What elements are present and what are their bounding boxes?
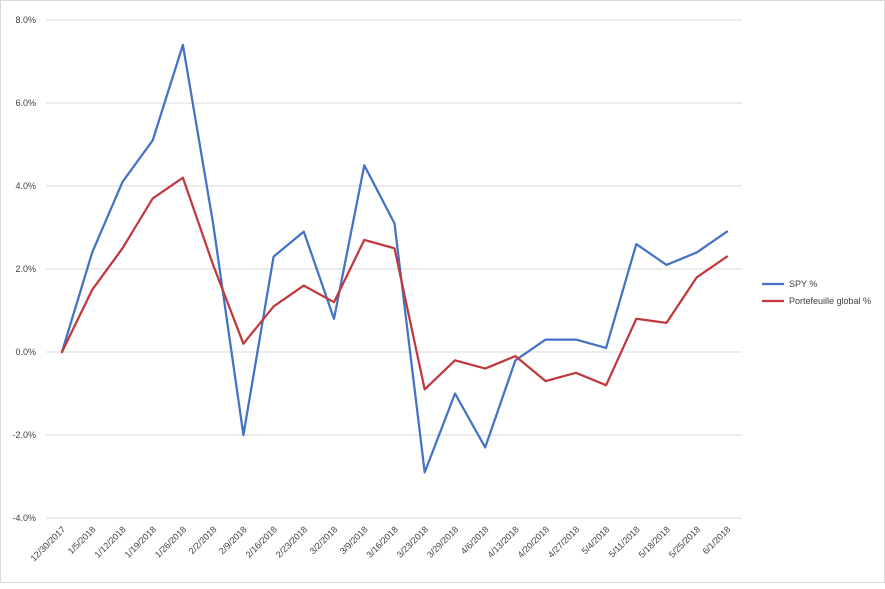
x-tick-label: 4/20/2018 [516, 524, 551, 559]
x-tick-label: 2/23/2018 [274, 524, 309, 559]
y-tick-label: 0.0% [15, 347, 36, 357]
x-tick-label: 2/16/2018 [244, 524, 279, 559]
legend: SPY % Portefeuille global % [762, 279, 871, 306]
x-tick-label: 4/27/2018 [546, 524, 581, 559]
x-tick-label: 4/13/2018 [485, 524, 520, 559]
series-line-spy [60, 43, 729, 474]
y-tick-label: 4.0% [15, 181, 36, 191]
series-lines [60, 43, 729, 474]
legend-label: Portefeuille global % [789, 296, 871, 306]
x-axis-tick-labels: 12/30/20171/5/20181/12/20181/19/20181/26… [28, 524, 732, 563]
x-tick-label: 3/16/2018 [365, 524, 400, 559]
y-tick-label: 2.0% [15, 264, 36, 274]
y-tick-label: 6.0% [15, 98, 36, 108]
x-tick-label: 1/12/2018 [92, 524, 127, 559]
x-tick-label: 6/1/2018 [701, 524, 733, 556]
x-tick-label: 3/23/2018 [395, 524, 430, 559]
x-tick-label: 1/19/2018 [123, 524, 158, 559]
x-tick-label: 2/2/2018 [187, 524, 219, 556]
legend-label: SPY % [789, 279, 817, 289]
x-tick-label: 5/11/2018 [607, 524, 642, 559]
y-tick-label: -4.0% [12, 513, 36, 523]
series-line-portefeuille-global [60, 176, 729, 391]
x-tick-label: 1/26/2018 [153, 524, 188, 559]
y-tick-label: 8.0% [15, 15, 36, 25]
gridlines [46, 19, 742, 519]
x-tick-label: 3/2/2018 [308, 524, 340, 556]
y-tick-label: -2.0% [12, 430, 36, 440]
x-tick-label: 5/18/2018 [637, 524, 672, 559]
y-axis-tick-labels: -4.0% -2.0% 0.0% 2.0% 4.0% 6.0% 8.0% [12, 15, 36, 523]
x-tick-label: 3/29/2018 [425, 524, 460, 559]
x-tick-label: 12/30/2017 [28, 524, 67, 563]
x-tick-label: 5/25/2018 [667, 524, 702, 559]
